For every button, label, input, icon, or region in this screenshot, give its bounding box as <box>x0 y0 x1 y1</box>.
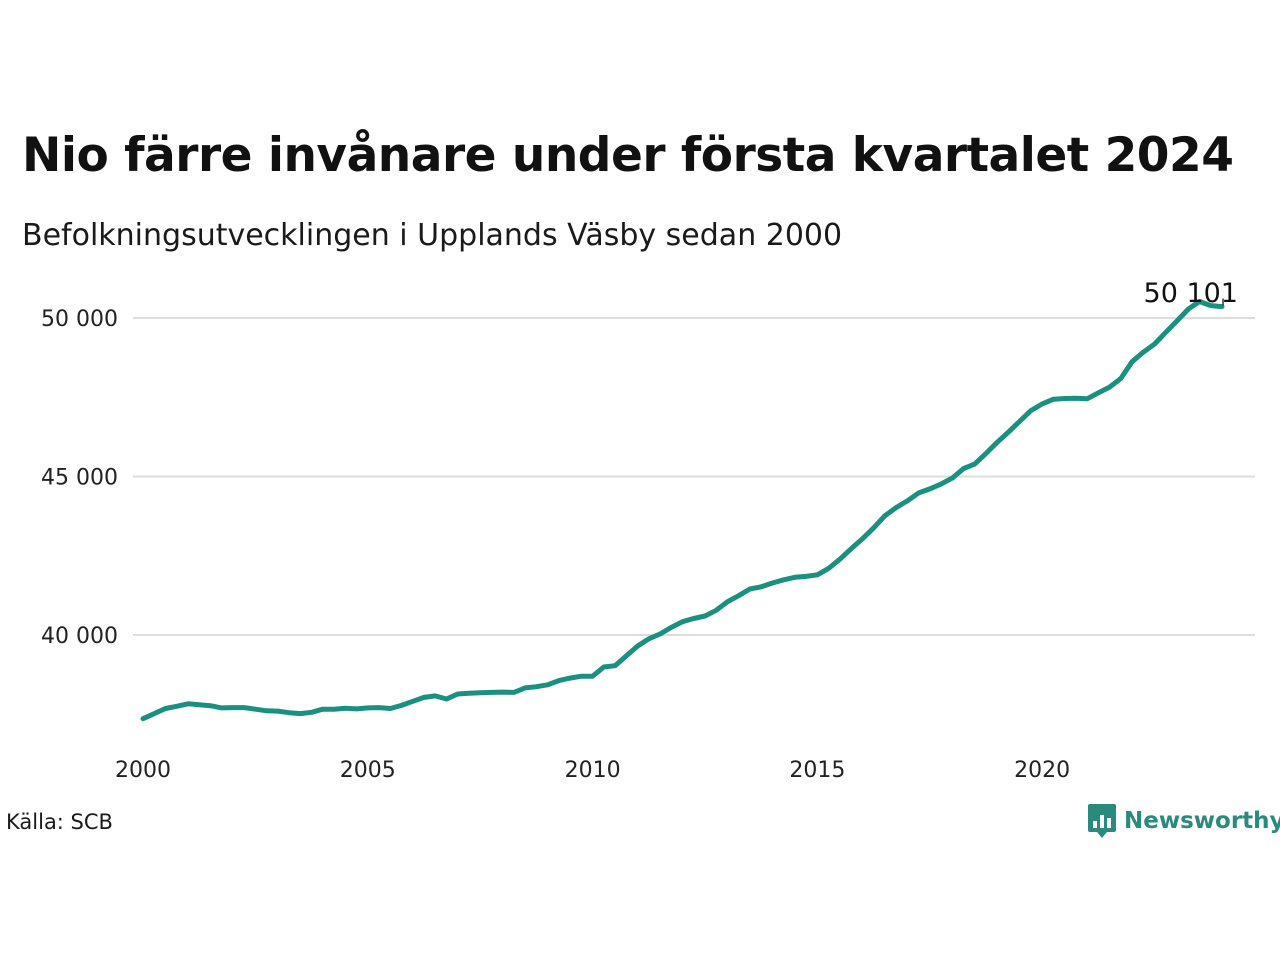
chart-subtitle: Befolkningsutvecklingen i Upplands Väsby… <box>22 218 843 253</box>
x-tick-label: 2000 <box>115 758 171 783</box>
gridlines <box>133 317 1255 636</box>
x-axis-ticks: 2000 2005 2010 2015 2020 <box>115 758 1070 783</box>
y-tick-label: 45 000 <box>41 466 118 491</box>
newsworthy-chart-icon <box>1088 804 1116 838</box>
y-tick-label: 50 000 <box>41 307 118 332</box>
series-points <box>143 301 1222 718</box>
x-tick-label: 2015 <box>789 758 845 783</box>
brand-name: Newsworthy <box>1124 808 1280 834</box>
population-series-line <box>140 299 1225 722</box>
x-tick-label: 2020 <box>1014 758 1070 783</box>
x-tick-label: 2005 <box>340 758 396 783</box>
x-tick-label: 2010 <box>565 758 621 783</box>
y-tick-label: 40 000 <box>41 624 118 649</box>
end-value-label: 50 101 <box>1144 278 1238 309</box>
source-note: Källa: SCB <box>6 810 113 834</box>
chart-title: Nio färre invånare under första kvartale… <box>22 128 1234 183</box>
y-axis-ticks: 40 000 45 000 50 000 <box>41 307 118 649</box>
newsworthy-logo[interactable]: Newsworthy <box>1088 804 1280 838</box>
